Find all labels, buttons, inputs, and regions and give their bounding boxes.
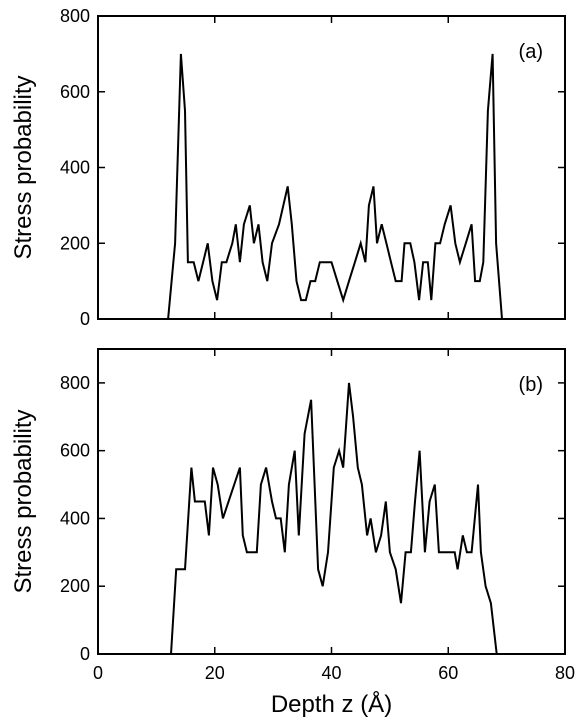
y-tick-label: 600: [60, 441, 90, 461]
y-axis-label: Stress probability: [10, 409, 37, 593]
x-tick-label: 20: [205, 663, 225, 683]
x-tick-label: 60: [438, 663, 458, 683]
y-tick-label: 0: [80, 644, 90, 664]
y-tick-label: 200: [60, 576, 90, 596]
x-axis-label: Depth z (Å): [271, 690, 392, 718]
panel-annotation: (b): [519, 374, 543, 396]
panel-annotation: (a): [519, 41, 543, 63]
x-tick-label: 0: [93, 663, 103, 683]
x-tick-label: 40: [321, 663, 341, 683]
y-tick-label: 200: [60, 233, 90, 253]
y-tick-label: 400: [60, 158, 90, 178]
data-line: [98, 382, 565, 655]
x-tick-label: 80: [555, 663, 575, 683]
y-tick-label: 0: [80, 309, 90, 329]
data-line: [98, 53, 565, 320]
y-tick-label: 800: [60, 6, 90, 26]
y-tick-label: 400: [60, 508, 90, 528]
y-axis-label: Stress probability: [10, 75, 37, 259]
y-tick-label: 600: [60, 82, 90, 102]
y-tick-label: 800: [60, 373, 90, 393]
